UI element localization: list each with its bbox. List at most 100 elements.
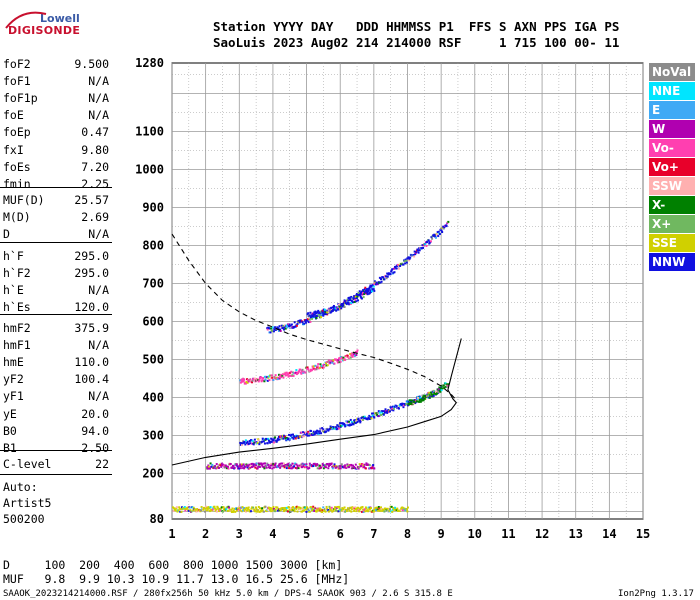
- trace-point: [303, 463, 306, 466]
- trace-point: [274, 462, 277, 465]
- trace-point: [331, 465, 334, 468]
- trace-point: [267, 376, 270, 379]
- separator: [0, 314, 112, 315]
- trace-point: [421, 394, 424, 397]
- trace-point: [319, 312, 322, 315]
- param-value: N/A: [88, 74, 109, 89]
- trace-point: [243, 509, 246, 512]
- trace-point: [306, 432, 309, 435]
- trace-point: [205, 505, 208, 508]
- trace-point: [215, 463, 218, 466]
- trace-point: [212, 467, 215, 470]
- trace-point: [407, 256, 410, 259]
- trace-point: [382, 413, 385, 416]
- trace-point: [353, 509, 356, 512]
- trace-point: [421, 399, 424, 402]
- param-value: 0.47: [81, 125, 109, 140]
- trace-point: [322, 308, 325, 311]
- trace-point: [258, 377, 261, 380]
- param-hme: hmE 110.0: [3, 355, 109, 369]
- trace-point: [368, 292, 371, 295]
- trace-point: [437, 235, 440, 238]
- trace-point: [337, 465, 340, 468]
- trace-point: [373, 282, 376, 285]
- trace-point: [292, 437, 295, 440]
- x-tick-label: 8: [404, 527, 411, 541]
- trace-point: [278, 509, 281, 512]
- trace-point: [437, 388, 440, 391]
- trace-point: [264, 505, 267, 508]
- trace-point: [289, 327, 292, 330]
- trace-point: [253, 463, 256, 466]
- trace-point: [239, 443, 242, 446]
- param-c-level: C-level 22: [3, 457, 109, 471]
- trace-point: [378, 507, 381, 510]
- trace-point: [284, 435, 287, 438]
- trace-point: [258, 507, 261, 510]
- trace-point: [316, 314, 319, 317]
- trace-point: [380, 410, 383, 413]
- trace-point: [215, 510, 218, 513]
- trace-point: [391, 405, 394, 408]
- trace-point: [322, 464, 325, 467]
- trace-point: [373, 280, 376, 283]
- trace-point: [280, 465, 283, 468]
- trace-point: [270, 510, 273, 513]
- trace-point: [248, 440, 251, 443]
- trace-point: [401, 509, 404, 512]
- trace-point: [197, 510, 200, 513]
- trace-point: [293, 510, 296, 513]
- param-hmf1: hmF1 N/A: [3, 338, 109, 352]
- trace-point: [339, 467, 342, 470]
- trace-point: [260, 463, 263, 466]
- trace-point: [263, 462, 266, 465]
- trace-point: [273, 437, 276, 440]
- trace-point: [244, 443, 247, 446]
- trace-point: [285, 324, 288, 327]
- trace-point: [282, 324, 285, 327]
- trace-point: [308, 510, 311, 513]
- trace-point: [331, 309, 334, 312]
- trace-point: [360, 419, 363, 422]
- trace-point: [291, 374, 294, 377]
- trace-point: [280, 462, 283, 465]
- trace-point: [300, 510, 303, 513]
- param-name: h`F2: [3, 266, 31, 281]
- trace-point: [304, 508, 307, 511]
- trace-point: [279, 329, 282, 332]
- trace-point: [290, 467, 293, 470]
- trace-point: [335, 509, 338, 512]
- trace-point: [373, 289, 376, 292]
- trace-point: [328, 462, 331, 465]
- trace-point: [279, 375, 282, 378]
- trace-point: [237, 508, 240, 511]
- trace-point: [401, 506, 404, 509]
- trace-point: [346, 463, 349, 466]
- trace-point: [251, 462, 254, 465]
- trace-point: [381, 410, 384, 413]
- trace-point: [284, 464, 287, 467]
- trace-point: [237, 465, 240, 468]
- trace-point: [440, 389, 443, 392]
- trace-point: [363, 463, 366, 466]
- trace-point: [273, 328, 276, 331]
- trace-point: [323, 508, 326, 511]
- trace-point: [358, 466, 361, 469]
- trace-point: [387, 273, 390, 276]
- trace-point: [288, 325, 291, 328]
- trace-point: [376, 413, 379, 416]
- trace-point: [353, 352, 356, 355]
- trace-point: [286, 510, 289, 513]
- trace-point: [437, 230, 440, 233]
- trace-point: [327, 508, 330, 511]
- trace-point: [344, 424, 347, 427]
- trace-point: [418, 247, 421, 250]
- trace-point: [270, 437, 273, 440]
- trace-point: [374, 281, 377, 284]
- trace-point: [377, 415, 380, 418]
- trace-point: [242, 463, 245, 466]
- trace-point: [310, 507, 313, 510]
- trace-point: [351, 298, 354, 301]
- trace-point: [351, 354, 354, 357]
- trace-point: [283, 373, 286, 376]
